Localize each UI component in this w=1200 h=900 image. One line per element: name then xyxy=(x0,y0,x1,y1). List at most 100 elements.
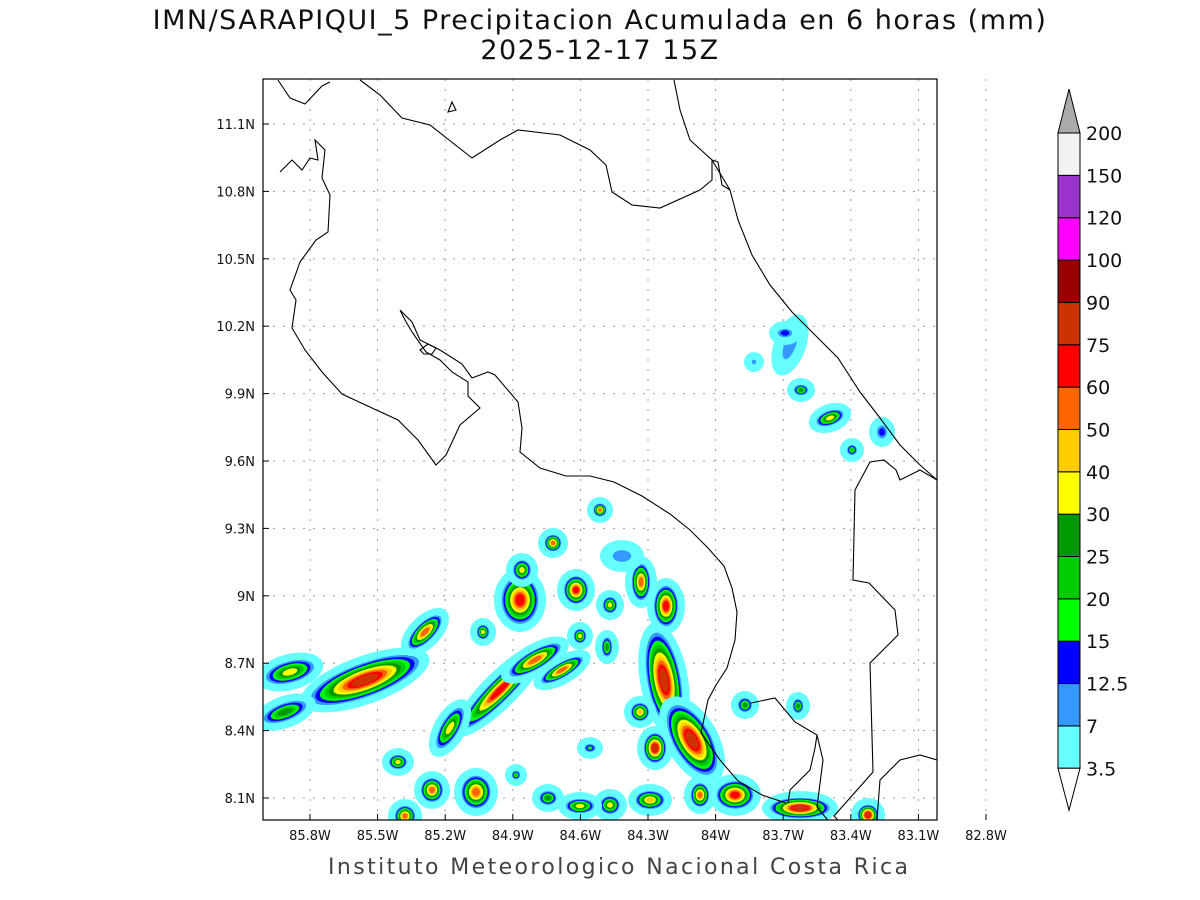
lon-label: 84.6W xyxy=(559,829,601,844)
colorbar-label: 120 xyxy=(1086,208,1122,230)
border-panama xyxy=(833,489,899,820)
lat-label: 9.6N xyxy=(225,455,255,470)
axis-ticks: 11.1N 10.8N 10.5N 10.2N 9.9N 9.6N 9.3N 9N 8.7N 8.… xyxy=(216,118,1007,844)
rain-cell xyxy=(786,692,810,720)
colorbar-swatch xyxy=(1057,556,1081,600)
colorbar-swatch xyxy=(1057,683,1081,727)
lon-label: 84.9W xyxy=(492,829,534,844)
rain-contour xyxy=(420,627,430,637)
lat-label: 10.8N xyxy=(216,185,255,200)
island-lake xyxy=(419,343,437,355)
rain-contour xyxy=(850,448,854,452)
rain-contour xyxy=(578,633,582,639)
colorbar-label: 25 xyxy=(1086,547,1110,569)
rain-contour xyxy=(825,415,835,421)
rain-contour xyxy=(878,428,886,436)
colorbar-label: 15 xyxy=(1086,631,1110,653)
island-north xyxy=(447,100,457,113)
rain-contour xyxy=(637,709,643,715)
rain-contour xyxy=(685,731,699,749)
colorbar-over-triangle xyxy=(1057,88,1081,134)
lon-label: 83.4W xyxy=(830,829,872,844)
rain-contour xyxy=(792,805,808,811)
rain-cell xyxy=(593,789,627,820)
rain-cell xyxy=(454,768,498,816)
rain-contour xyxy=(429,786,435,794)
rain-contour xyxy=(481,629,485,635)
rain-contour xyxy=(780,330,790,336)
lat-label: 8.7N xyxy=(225,657,255,672)
colorbar-swatch xyxy=(1057,301,1081,346)
coastline-caribbean xyxy=(673,79,937,481)
rain-cell xyxy=(428,699,472,757)
rain-cell xyxy=(382,748,414,776)
rain-cell xyxy=(300,647,430,713)
colorbar-label: 7 xyxy=(1086,716,1098,738)
lon-label: 84.3W xyxy=(627,829,669,844)
rain-cell xyxy=(600,540,644,572)
rain-cell xyxy=(567,622,593,650)
rain-contour xyxy=(556,666,568,674)
rain-cell xyxy=(744,352,764,372)
rain-contour xyxy=(659,668,669,692)
rain-contour xyxy=(351,673,379,687)
lat-label: 10.2N xyxy=(216,320,255,335)
rain-cell xyxy=(771,314,809,376)
rain-cell xyxy=(263,652,324,692)
rain-cell xyxy=(595,630,619,664)
colorbar-label: 40 xyxy=(1086,462,1110,484)
rain-contour xyxy=(402,813,408,819)
rain-contour xyxy=(572,586,580,594)
rain-cell xyxy=(494,568,546,632)
rain-contour xyxy=(545,795,551,801)
coastline-lake-shore xyxy=(359,79,731,209)
rain-contour xyxy=(798,388,804,392)
rain-cell xyxy=(637,726,673,770)
coastline-bocas xyxy=(854,459,937,491)
coastlines xyxy=(277,79,937,820)
coastline-chiriqui xyxy=(876,754,937,820)
map-frame xyxy=(262,78,938,821)
rain-cell xyxy=(533,649,591,691)
rain-contour xyxy=(282,668,298,676)
colorbar-under-triangle xyxy=(1057,767,1081,813)
rain-contour xyxy=(514,773,518,777)
rain-cell xyxy=(532,784,564,812)
rain-cell xyxy=(869,417,895,447)
colorbar-swatch xyxy=(1057,344,1081,388)
rain-cell xyxy=(577,737,603,759)
colorbar-swatch xyxy=(1057,174,1081,219)
rain-contour xyxy=(638,577,644,587)
colorbar-label: 200 xyxy=(1086,123,1122,145)
rain-cell xyxy=(840,438,864,462)
rain-cell xyxy=(501,636,569,684)
colorbar-label: 30 xyxy=(1086,504,1110,526)
colorbar-label: 150 xyxy=(1086,165,1122,187)
rain-contour xyxy=(550,540,556,546)
rain-contour xyxy=(751,359,757,365)
rain-cell xyxy=(558,792,602,820)
coastline-osa-peninsula xyxy=(750,697,818,804)
colorbar-swatch xyxy=(1057,132,1081,176)
rain-contour xyxy=(730,791,740,799)
lat-label: 9N xyxy=(237,590,255,605)
colorbar-swatch xyxy=(1057,640,1081,685)
rain-contour xyxy=(652,744,658,752)
colorbar-label: 90 xyxy=(1086,292,1110,314)
colorbar-label: 100 xyxy=(1086,250,1122,272)
rain-contour xyxy=(490,680,510,700)
colorbar-swatch xyxy=(1057,217,1081,261)
rain-cell xyxy=(659,696,725,784)
rain-cell xyxy=(505,764,527,786)
rain-contour xyxy=(598,508,602,512)
lon-label: 82.8W xyxy=(965,829,1007,844)
rain-contour xyxy=(607,602,613,608)
rain-cell xyxy=(647,578,685,634)
lat-label: 8.1N xyxy=(225,792,255,807)
rain-contour xyxy=(515,593,525,607)
rain-contour xyxy=(607,802,613,808)
lat-label: 11.1N xyxy=(216,118,255,133)
rain-cell xyxy=(709,774,761,816)
coastline-nicaragua-north xyxy=(277,79,331,105)
